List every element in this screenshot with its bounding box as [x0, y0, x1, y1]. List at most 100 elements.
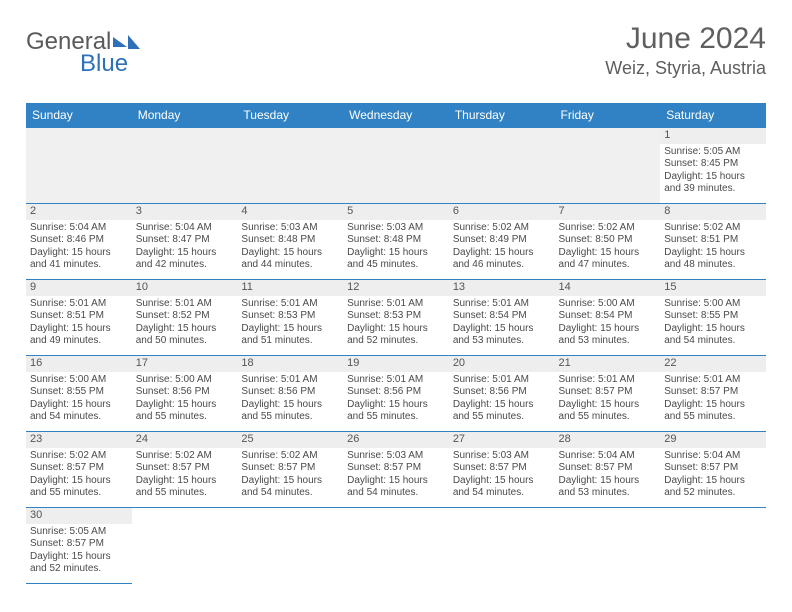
calendar-cell: 28Sunrise: 5:04 AMSunset: 8:57 PMDayligh…: [555, 432, 661, 508]
sunset: Sunset: 8:46 PM: [30, 234, 128, 247]
sunrise: Sunrise: 5:02 AM: [664, 222, 762, 235]
day-header: Friday: [555, 103, 661, 128]
day-number: 16: [26, 356, 132, 372]
sunset: Sunset: 8:57 PM: [30, 538, 128, 551]
sunset: Sunset: 8:51 PM: [30, 310, 128, 323]
calendar-table: SundayMondayTuesdayWednesdayThursdayFrid…: [26, 103, 766, 584]
calendar-cell: [343, 128, 449, 204]
calendar-cell: 2Sunrise: 5:04 AMSunset: 8:46 PMDaylight…: [26, 204, 132, 280]
logo-sail-icon: [113, 37, 127, 47]
day-number: 5: [343, 204, 449, 220]
daylight: Daylight: 15 hours and 55 minutes.: [347, 399, 445, 424]
calendar-cell: 18Sunrise: 5:01 AMSunset: 8:56 PMDayligh…: [237, 356, 343, 432]
sunrise: Sunrise: 5:03 AM: [347, 450, 445, 463]
calendar-cell: 17Sunrise: 5:00 AMSunset: 8:56 PMDayligh…: [132, 356, 238, 432]
day-number: 29: [660, 432, 766, 448]
day-number: 19: [343, 356, 449, 372]
location: Weiz, Styria, Austria: [605, 58, 766, 79]
daylight: Daylight: 15 hours and 55 minutes.: [136, 475, 234, 500]
day-number: 6: [449, 204, 555, 220]
calendar-cell: 13Sunrise: 5:01 AMSunset: 8:54 PMDayligh…: [449, 280, 555, 356]
calendar-cell: 20Sunrise: 5:01 AMSunset: 8:56 PMDayligh…: [449, 356, 555, 432]
sunrise: Sunrise: 5:05 AM: [30, 526, 128, 539]
header: General June 2024 Weiz, Styria, Austria: [26, 22, 766, 79]
calendar-cell: 30 Sunrise: 5:05 AMSunset: 8:57 PMDayligh…: [26, 508, 132, 584]
daylight: Daylight: 15 hours and 53 minutes.: [559, 475, 657, 500]
daylight: Daylight: 15 hours and 55 minutes.: [664, 399, 762, 424]
day-number: 24: [132, 432, 238, 448]
sunset: Sunset: 8:57 PM: [136, 462, 234, 475]
calendar-cell: 24 Sunrise: 5:02 AMSunset: 8:57 PMDayligh…: [132, 432, 238, 508]
calendar-cell: 26Sunrise: 5:03 AMSunset: 8:57 PMDayligh…: [343, 432, 449, 508]
daylight: Daylight: 15 hours and 52 minutes.: [664, 475, 762, 500]
day-number: 14: [555, 280, 661, 296]
calendar-cell: 1Sunrise: 5:05 AMSunset: 8:45 PMDaylight…: [660, 128, 766, 204]
calendar-cell: 29Sunrise: 5:04 AMSunset: 8:57 PMDayligh…: [660, 432, 766, 508]
sunrise: Sunrise: 5:01 AM: [347, 298, 445, 311]
day-number: 25: [237, 432, 343, 448]
sunrise: Sunrise: 5:01 AM: [347, 374, 445, 387]
logo-blue-line: Blue: [26, 50, 128, 78]
sunrise: Sunrise: 5:03 AM: [347, 222, 445, 235]
sunset: Sunset: 8:49 PM: [453, 234, 551, 247]
sunrise: Sunrise: 5:02 AM: [241, 450, 339, 463]
day-number: 28: [555, 432, 661, 448]
sunset: Sunset: 8:53 PM: [347, 310, 445, 323]
calendar-cell: [660, 508, 766, 584]
sunrise: Sunrise: 5:01 AM: [30, 298, 128, 311]
day-number: 11: [237, 280, 343, 296]
sunrise: Sunrise: 5:05 AM: [664, 146, 762, 159]
calendar-cell: 14Sunrise: 5:00 AMSunset: 8:54 PMDayligh…: [555, 280, 661, 356]
day-number: 13: [449, 280, 555, 296]
sunrise: Sunrise: 5:02 AM: [559, 222, 657, 235]
daylight: Daylight: 15 hours and 49 minutes.: [30, 323, 128, 348]
calendar-head: SundayMondayTuesdayWednesdayThursdayFrid…: [26, 103, 766, 128]
daylight: Daylight: 15 hours and 54 minutes.: [664, 323, 762, 348]
day-number: 7: [555, 204, 661, 220]
daylight: Daylight: 15 hours and 55 minutes.: [453, 399, 551, 424]
day-number: 18: [237, 356, 343, 372]
calendar-cell: 16Sunrise: 5:00 AMSunset: 8:55 PMDayligh…: [26, 356, 132, 432]
daylight: Daylight: 15 hours and 55 minutes.: [30, 475, 128, 500]
calendar-cell: 19Sunrise: 5:01 AMSunset: 8:56 PMDayligh…: [343, 356, 449, 432]
sunset: Sunset: 8:57 PM: [347, 462, 445, 475]
sunset: Sunset: 8:51 PM: [664, 234, 762, 247]
daylight: Daylight: 15 hours and 47 minutes.: [559, 247, 657, 272]
daylight: Daylight: 15 hours and 46 minutes.: [453, 247, 551, 272]
sunset: Sunset: 8:50 PM: [559, 234, 657, 247]
calendar-cell: 21Sunrise: 5:01 AMSunset: 8:57 PMDayligh…: [555, 356, 661, 432]
sunrise: Sunrise: 5:02 AM: [30, 450, 128, 463]
sunrise: Sunrise: 5:01 AM: [136, 298, 234, 311]
calendar-cell: [132, 128, 238, 204]
daylight: Daylight: 15 hours and 54 minutes.: [347, 475, 445, 500]
sunset: Sunset: 8:56 PM: [136, 386, 234, 399]
day-number: 30: [26, 508, 132, 524]
calendar-cell: 10Sunrise: 5:01 AMSunset: 8:52 PMDayligh…: [132, 280, 238, 356]
daylight: Daylight: 15 hours and 54 minutes.: [453, 475, 551, 500]
sunset: Sunset: 8:57 PM: [664, 386, 762, 399]
calendar-cell: 15Sunrise: 5:00 AMSunset: 8:55 PMDayligh…: [660, 280, 766, 356]
day-number: 1: [660, 128, 766, 144]
sunset: Sunset: 8:57 PM: [664, 462, 762, 475]
calendar-cell: [449, 128, 555, 204]
calendar-cell: 9Sunrise: 5:01 AMSunset: 8:51 PMDaylight…: [26, 280, 132, 356]
calendar-cell: 12 Sunrise: 5:01 AMSunset: 8:53 PMDayligh…: [343, 280, 449, 356]
sunset: Sunset: 8:57 PM: [559, 462, 657, 475]
sunrise: Sunrise: 5:00 AM: [559, 298, 657, 311]
sunrise: Sunrise: 5:03 AM: [241, 222, 339, 235]
sunrise: Sunrise: 5:01 AM: [241, 298, 339, 311]
calendar-cell: [343, 508, 449, 584]
calendar-cell: [26, 128, 132, 204]
calendar-cell: [132, 508, 238, 584]
day-number: 12: [343, 280, 449, 296]
calendar-cell: 25Sunrise: 5:02 AMSunset: 8:57 PMDayligh…: [237, 432, 343, 508]
sunrise: Sunrise: 5:00 AM: [136, 374, 234, 387]
daylight: Daylight: 15 hours and 53 minutes.: [453, 323, 551, 348]
daylight: Daylight: 15 hours and 52 minutes.: [347, 323, 445, 348]
day-header: Thursday: [449, 103, 555, 128]
logo-sail-icon-2: [128, 35, 140, 49]
calendar-cell: [555, 128, 661, 204]
sunrise: Sunrise: 5:02 AM: [136, 450, 234, 463]
calendar-cell: [237, 508, 343, 584]
daylight: Daylight: 15 hours and 52 minutes.: [30, 551, 128, 576]
